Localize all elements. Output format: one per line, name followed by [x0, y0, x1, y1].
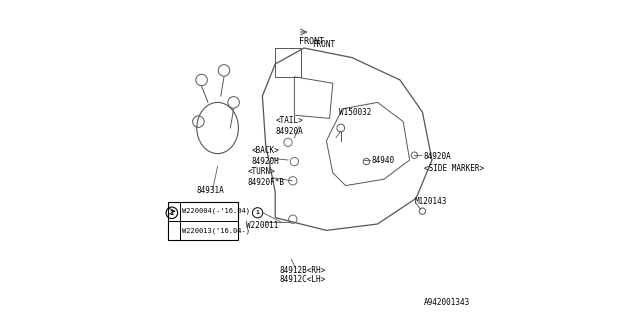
Text: 84931A: 84931A — [197, 186, 225, 195]
Text: A942001343: A942001343 — [424, 298, 470, 307]
Text: FRONT: FRONT — [312, 40, 335, 49]
Text: 84912B<RH>: 84912B<RH> — [280, 266, 326, 275]
Text: 84920F*B: 84920F*B — [248, 178, 285, 187]
Text: W220004(-'16.04): W220004(-'16.04) — [182, 208, 250, 214]
Text: M120143: M120143 — [415, 197, 447, 206]
Text: W220013('16.04-): W220013('16.04-) — [182, 227, 250, 234]
Text: 1: 1 — [170, 210, 174, 216]
Text: 84920H: 84920H — [251, 157, 279, 166]
Text: <TURN>: <TURN> — [248, 167, 276, 176]
Text: W220011: W220011 — [246, 221, 279, 230]
Text: 84912C<LH>: 84912C<LH> — [280, 276, 326, 284]
Text: 84940: 84940 — [371, 156, 394, 164]
Text: 84920A: 84920A — [424, 152, 452, 161]
Text: FRONT: FRONT — [300, 37, 324, 46]
Text: W150032: W150032 — [339, 108, 372, 116]
Text: <BACK>: <BACK> — [251, 146, 279, 155]
Text: 1: 1 — [256, 210, 259, 215]
Text: <TAIL>: <TAIL> — [275, 116, 303, 124]
Text: 84920A: 84920A — [275, 127, 303, 136]
Text: <SIDE MARKER>: <SIDE MARKER> — [424, 164, 484, 172]
